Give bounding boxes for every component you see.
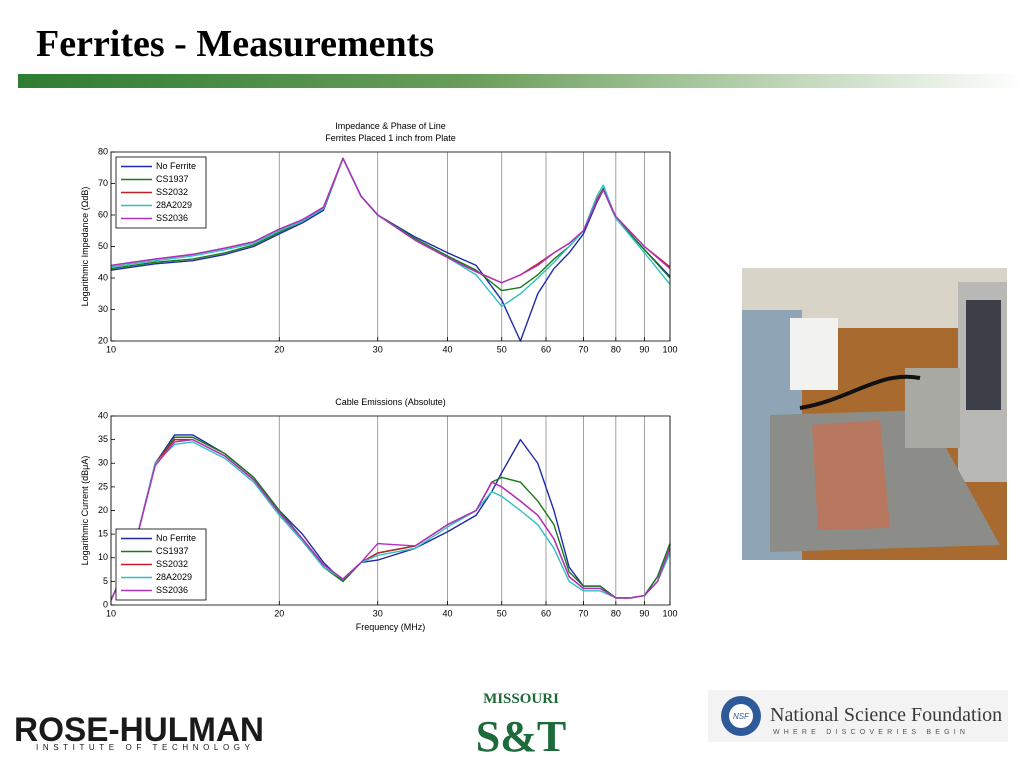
logo-text: MISSOURI: [483, 691, 559, 707]
legend-label: 28A2029: [156, 572, 192, 582]
series-line: [110, 157, 671, 284]
y-tick-label: 70: [98, 178, 108, 188]
y-tick-label: 80: [98, 146, 108, 156]
x-tick-label: 100: [662, 608, 677, 618]
y-tick-label: 5: [103, 576, 108, 586]
x-axis-label: Frequency (MHz): [356, 622, 426, 632]
legend-label: SS2032: [156, 559, 188, 569]
y-tick-label: 10: [98, 552, 108, 562]
legend-label: SS2036: [156, 213, 188, 223]
x-tick-label: 60: [541, 608, 551, 618]
y-tick-label: 20: [98, 505, 108, 515]
missouri-st-logo: MISSOURI S&T: [476, 691, 566, 761]
chart: Cable Emissions (Absolute) Frequency (MHz…: [80, 397, 678, 632]
rose-hulman-logo: ROSE-HULMAN INSTITUTE OF TECHNOLOGY: [14, 711, 264, 752]
chart: Impedance & Phase of Line Ferrites Placed…: [80, 121, 678, 354]
x-tick-label: 80: [611, 344, 621, 354]
legend-label: CS1937: [156, 174, 189, 184]
x-tick-label: 10: [106, 608, 116, 618]
x-tick-label: 30: [373, 344, 383, 354]
y-tick-label: 30: [98, 458, 108, 468]
legend-label: 28A2029: [156, 200, 192, 210]
legend-label: No Ferrite: [156, 533, 196, 543]
x-tick-label: 20: [274, 344, 284, 354]
y-tick-label: 30: [98, 304, 108, 314]
logo-text: National Science Foundation: [770, 704, 1002, 726]
y-tick-label: 50: [98, 241, 108, 251]
x-tick-label: 40: [443, 344, 453, 354]
x-tick-label: 20: [274, 608, 284, 618]
title-bar: [18, 74, 1024, 88]
series-line: [110, 438, 671, 601]
x-tick-label: 70: [578, 608, 588, 618]
y-tick-label: 35: [98, 434, 108, 444]
x-tick-label: 70: [578, 344, 588, 354]
y-tick-label: 15: [98, 529, 108, 539]
plot-frame: [110, 415, 671, 606]
chart-title: Cable Emissions (Absolute): [335, 397, 446, 407]
slide-title: Ferrites - Measurements: [36, 23, 434, 65]
x-tick-label: 50: [497, 608, 507, 618]
legend: No Ferrite CS1937 SS2032 28A2029 SS2036: [115, 156, 207, 229]
logo-text: ROSE-HULMAN: [14, 711, 264, 749]
y-axis-label: Logarithmic Impedance (ΩdB): [80, 187, 90, 307]
x-tick-label: 30: [373, 608, 383, 618]
legend-label: CS1937: [156, 546, 189, 556]
legend-label: No Ferrite: [156, 161, 196, 171]
chart-title: Impedance & Phase of Line: [335, 121, 446, 131]
y-tick-label: 25: [98, 481, 108, 491]
x-tick-label: 90: [639, 344, 649, 354]
x-tick-label: 80: [611, 608, 621, 618]
y-tick-label: 20: [98, 335, 108, 345]
x-tick-label: 50: [497, 344, 507, 354]
y-tick-label: 40: [98, 410, 108, 420]
plot-frame: [110, 151, 671, 342]
legend-label: SS2036: [156, 585, 188, 595]
x-tick-label: 100: [662, 344, 677, 354]
nsf-logo: NSF National Science Foundation WHERE DI…: [708, 690, 1008, 742]
logo-text: S&T: [476, 712, 566, 761]
chart-subtitle: Ferrites Placed 1 inch from Plate: [325, 133, 456, 143]
logo-badge: NSF: [733, 712, 750, 721]
x-tick-label: 60: [541, 344, 551, 354]
x-tick-label: 90: [639, 608, 649, 618]
series-line: [110, 441, 671, 601]
logo-subtext: INSTITUTE OF TECHNOLOGY: [36, 743, 255, 752]
y-axis-label: Logarithmic Current (dBμA): [80, 456, 90, 566]
y-tick-label: 60: [98, 209, 108, 219]
x-tick-label: 40: [443, 608, 453, 618]
logo-subtext: WHERE DISCOVERIES BEGIN: [773, 729, 969, 736]
y-tick-label: 40: [98, 272, 108, 282]
y-tick-label: 0: [103, 599, 108, 609]
photo: [742, 268, 1007, 560]
legend: No Ferrite CS1937 SS2032 28A2029 SS2036: [115, 528, 207, 601]
x-tick-label: 10: [106, 344, 116, 354]
legend-label: SS2032: [156, 187, 188, 197]
